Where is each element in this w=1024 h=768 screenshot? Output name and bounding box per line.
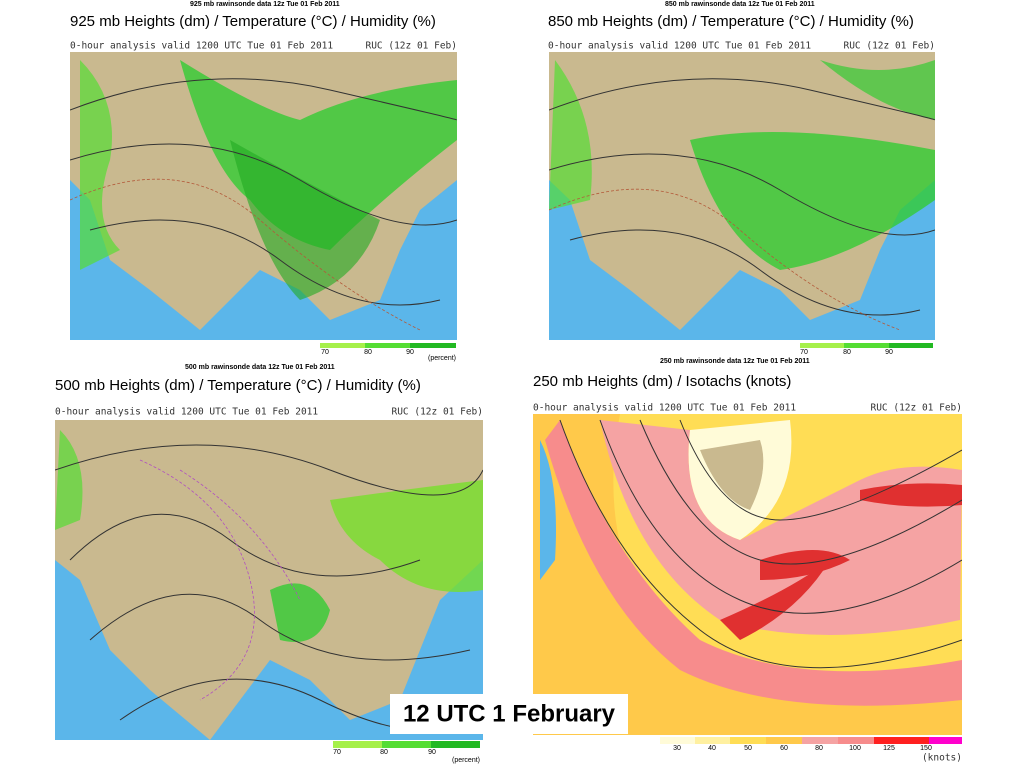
- legend-label: 30: [673, 745, 681, 752]
- legend-label: 50: [744, 745, 752, 752]
- model-label: RUC (12z 01 Feb): [870, 403, 962, 414]
- analysis-label: 0-hour analysis valid 1200 UTC Tue 01 Fe…: [533, 403, 796, 414]
- panel-title: 500 mb Heights (dm) / Temperature (°C) /…: [55, 377, 421, 394]
- map: [549, 52, 935, 340]
- legend-label: 70: [333, 749, 341, 756]
- model-label: RUC (12z 01 Feb): [391, 407, 483, 418]
- legend-label: 90: [406, 349, 414, 356]
- legend-label: 150: [920, 745, 932, 752]
- model-label: RUC (12z 01 Feb): [843, 41, 935, 52]
- caption-box: [390, 694, 628, 734]
- panel-title: 925 mb Heights (dm) / Temperature (°C) /…: [70, 13, 436, 30]
- legend-label: 70: [321, 349, 329, 356]
- legend-label: 90: [428, 749, 436, 756]
- legend-label: 80: [843, 349, 851, 356]
- panel-title: 850 mb Heights (dm) / Temperature (°C) /…: [548, 13, 914, 30]
- legend-label: 125: [883, 745, 895, 752]
- legend-unit: (percent): [428, 355, 456, 362]
- caption: 12 UTC 1 February: [403, 700, 616, 727]
- analysis-label: 0-hour analysis valid 1200 UTC Tue 01 Fe…: [548, 41, 811, 52]
- header: 500 mb rawinsonde data 12z Tue 01 Feb 20…: [185, 364, 335, 371]
- legend-label: 40: [708, 745, 716, 752]
- legend-label: 70: [800, 349, 808, 356]
- legend-unit: (knots): [922, 753, 962, 764]
- legend-label: 100: [849, 745, 861, 752]
- header: 850 mb rawinsonde data 12z Tue 01 Feb 20…: [665, 1, 815, 8]
- analysis-label: 0-hour analysis valid 1200 UTC Tue 01 Fe…: [55, 407, 318, 418]
- map: [70, 52, 457, 340]
- legend-label: 60: [780, 745, 788, 752]
- legend-unit: (percent): [452, 757, 480, 764]
- legend-label: 80: [364, 349, 372, 356]
- model-label: RUC (12z 01 Feb): [365, 41, 457, 52]
- map: [55, 420, 483, 740]
- panel-title: 250 mb Heights (dm) / Isotachs (knots): [533, 373, 791, 390]
- legend-label: 80: [815, 745, 823, 752]
- header: 925 mb rawinsonde data 12z Tue 01 Feb 20…: [190, 1, 340, 8]
- legend-label: 80: [380, 749, 388, 756]
- analysis-label: 0-hour analysis valid 1200 UTC Tue 01 Fe…: [70, 41, 333, 52]
- legend-label: 90: [885, 349, 893, 356]
- header: 250 mb rawinsonde data 12z Tue 01 Feb 20…: [660, 358, 810, 365]
- map: [533, 414, 962, 735]
